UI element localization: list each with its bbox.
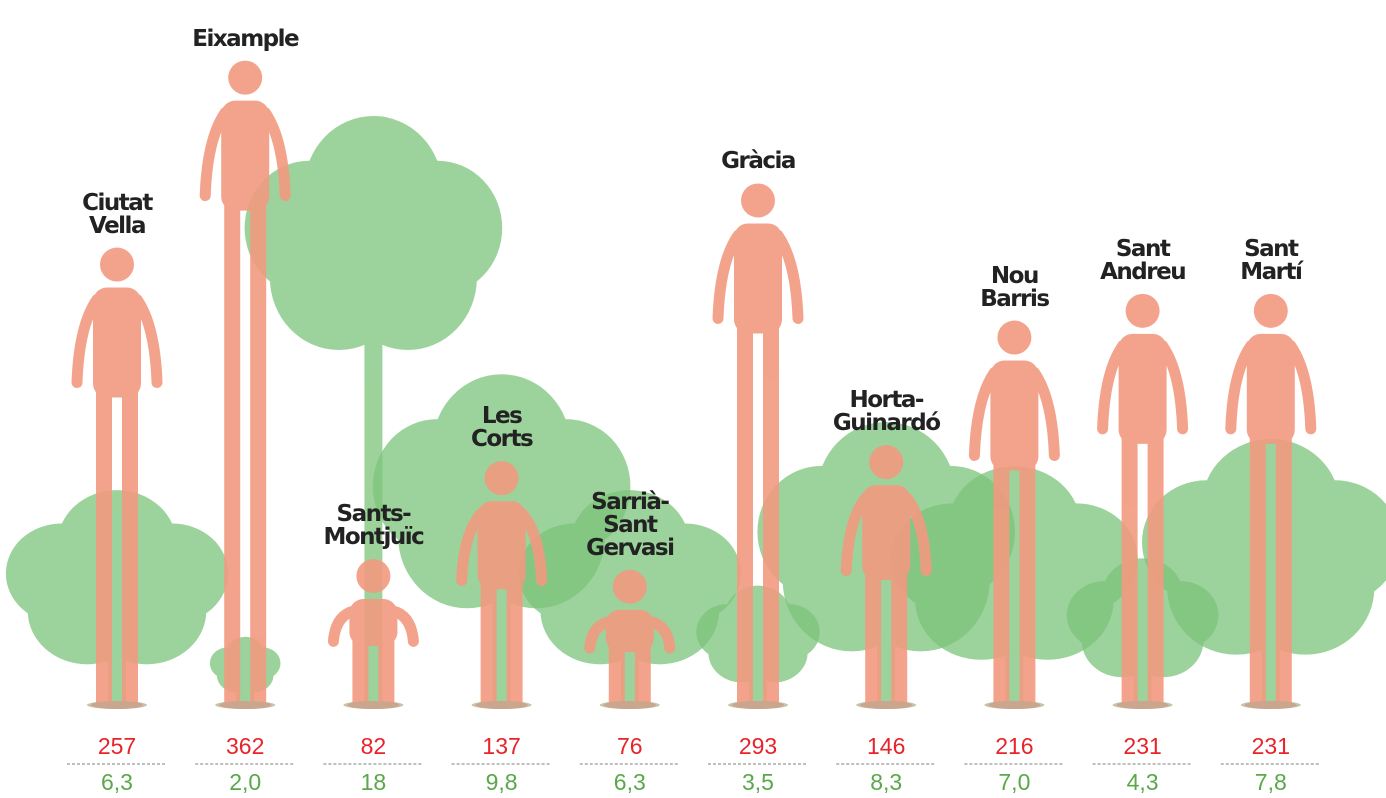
district-name: Horta- Guinardó xyxy=(806,389,966,435)
tree-canopy xyxy=(293,164,454,332)
person-leg xyxy=(1019,461,1035,705)
person-leg xyxy=(891,570,907,705)
density-label: 76 xyxy=(570,733,690,760)
person-head xyxy=(741,183,775,217)
person-ground xyxy=(1117,701,1169,709)
person-ground xyxy=(860,701,912,709)
green-area-label: 7,8 xyxy=(1211,769,1331,796)
person-head xyxy=(356,559,390,593)
tree xyxy=(210,637,281,709)
density-label: 146 xyxy=(826,733,946,760)
green-area-label: 4,3 xyxy=(1083,769,1203,796)
person-leg xyxy=(993,461,1009,705)
person-leg xyxy=(737,323,753,705)
density-label: 293 xyxy=(698,733,818,760)
person-head xyxy=(485,461,519,495)
person-head xyxy=(1254,294,1288,328)
person-head xyxy=(613,570,647,604)
person-leg xyxy=(763,323,779,705)
person-leg xyxy=(1122,434,1138,705)
person-leg xyxy=(1148,434,1164,705)
density-label: 231 xyxy=(1211,733,1331,760)
tree-canopy xyxy=(719,605,796,674)
green-area-label: 6,3 xyxy=(570,769,690,796)
district-name: Sant Martí xyxy=(1191,238,1351,284)
district-name: Les Corts xyxy=(422,405,582,451)
tree-canopy xyxy=(1190,483,1351,638)
tree-canopy xyxy=(48,526,187,651)
density-label: 257 xyxy=(57,733,177,760)
green-area-label: 9,8 xyxy=(442,769,562,796)
person-leg xyxy=(352,636,368,705)
person xyxy=(205,61,285,709)
green-area-label: 3,5 xyxy=(698,769,818,796)
density-label: 362 xyxy=(185,733,305,760)
person-head xyxy=(869,445,903,479)
person-head xyxy=(228,61,262,95)
green-area-label: 6,3 xyxy=(57,769,177,796)
green-area-label: 7,0 xyxy=(954,769,1074,796)
green-area-label: 2,0 xyxy=(185,769,305,796)
green-area-label: 18 xyxy=(313,769,433,796)
person-ground xyxy=(91,701,143,709)
person-leg xyxy=(96,388,112,705)
person-leg xyxy=(1250,434,1266,705)
person-leg xyxy=(378,636,394,705)
density-label: 231 xyxy=(1083,733,1203,760)
person-head xyxy=(997,321,1031,355)
person-leg xyxy=(224,201,240,705)
tree xyxy=(6,490,228,709)
person-ground xyxy=(1245,701,1297,709)
infographic: Ciutat Vella 257 6,3 Eixample 362 2,0 Sants- M… xyxy=(0,0,1386,798)
person-leg xyxy=(250,201,266,705)
chart xyxy=(0,0,1386,798)
district-name: Eixample xyxy=(165,28,325,51)
person-ground xyxy=(347,701,399,709)
person-ground xyxy=(476,701,528,709)
density-label: 82 xyxy=(313,733,433,760)
person-leg xyxy=(507,579,523,705)
person-leg xyxy=(635,642,651,705)
district-name: Sants- Montjuïc xyxy=(293,503,453,549)
green-area-label: 8,3 xyxy=(826,769,946,796)
person-ground xyxy=(988,701,1040,709)
person-ground xyxy=(732,701,784,709)
district-name: Ciutat Vella xyxy=(37,192,197,238)
district-name: Sarrià- Sant Gervasi xyxy=(550,491,710,560)
person-leg xyxy=(865,570,881,705)
district-name: Gràcia xyxy=(678,150,838,173)
person-head xyxy=(1126,294,1160,328)
density-label: 137 xyxy=(442,733,562,760)
person-ground xyxy=(219,701,271,709)
person-leg xyxy=(481,579,497,705)
person-leg xyxy=(609,642,625,705)
person-ground xyxy=(604,701,656,709)
person-leg xyxy=(1276,434,1292,705)
person-head xyxy=(100,248,134,282)
density-label: 216 xyxy=(954,733,1074,760)
person-leg xyxy=(122,388,138,705)
